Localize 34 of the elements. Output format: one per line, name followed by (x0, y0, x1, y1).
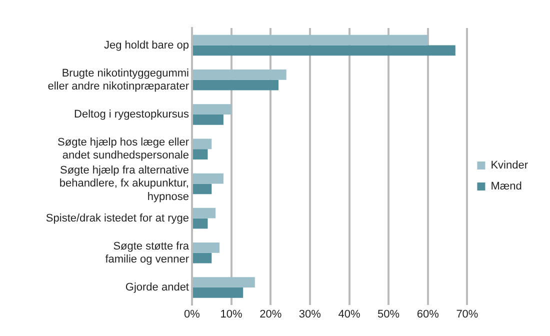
x-tick-label: 20% (260, 308, 282, 320)
bar (193, 149, 208, 160)
x-tick-label: 0% (184, 308, 200, 320)
bar (193, 70, 286, 80)
x-tick-label: 70% (456, 308, 478, 320)
bar (193, 114, 224, 125)
x-tick-label: 60% (416, 308, 440, 320)
y-tick-label: Spiste/drak istedet for at ryge (46, 212, 189, 224)
legend-label: Mænd (490, 180, 522, 193)
y-tick-label: Brugte nikotintyggegummi eller andre nikotinpræparater (48, 67, 190, 93)
x-tick-label: 40% (338, 308, 360, 320)
y-tick-label: Gjorde andet (125, 282, 189, 294)
bar (193, 80, 278, 90)
x-tick-label: 50% (378, 308, 400, 320)
bar (193, 208, 216, 218)
y-tick-label: Søgte støtte fra familie og venner (105, 240, 190, 266)
bar (193, 218, 208, 229)
bar (193, 138, 212, 150)
bar (193, 173, 224, 184)
bar (193, 252, 212, 264)
bar (193, 277, 255, 288)
bar (193, 34, 428, 46)
x-tick-label: 10% (220, 308, 243, 320)
legend-label: Kvinder (490, 160, 528, 172)
bar (193, 184, 212, 194)
y-tick-label: Søgte hjælp fra alternative behandlere, fx akupunktur, hypnose (59, 164, 189, 203)
bar (193, 104, 232, 114)
bar (193, 242, 220, 253)
y-tick-label: Jeg holdt bare op (104, 39, 189, 52)
bar (193, 45, 456, 56)
y-tick-label: Deltog i rygestopkursus (74, 108, 190, 121)
x-tick-label: 30% (298, 308, 322, 320)
bar (193, 288, 244, 298)
y-tick-label: Søgte hjælp hos læge eller andet sundhedspersonale (58, 136, 190, 162)
